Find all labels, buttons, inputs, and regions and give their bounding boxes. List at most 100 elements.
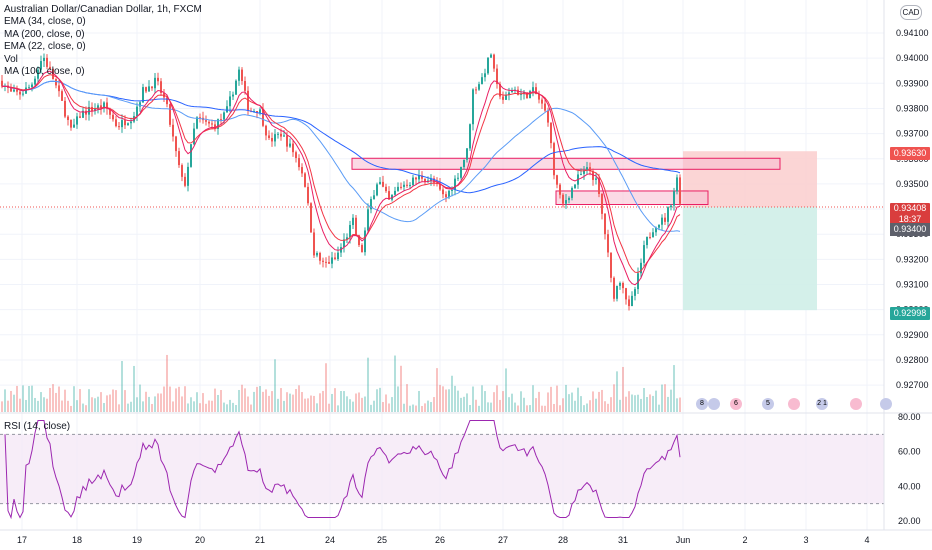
volume-bar [67, 400, 69, 412]
candle-body [328, 262, 330, 264]
volume-bar [421, 405, 423, 412]
candle-body [511, 90, 513, 93]
rsi-legend[interactable]: RSI (14, close) [4, 421, 71, 432]
legend-ema22[interactable]: EMA (22, close, 0) [4, 41, 86, 53]
event-icon[interactable]: 8 [696, 398, 708, 410]
legend-ema34[interactable]: EMA (34, close, 0) [4, 16, 86, 28]
candle-body [31, 84, 33, 88]
volume-bar [511, 393, 513, 412]
volume-bar [382, 402, 384, 412]
volume-bar [301, 392, 303, 412]
rsi-tick-label: 60.00 [898, 447, 921, 457]
volume-bar [211, 400, 213, 412]
volume-bar [631, 394, 633, 412]
flag-ca-icon[interactable]: 6 [730, 398, 742, 410]
volume-bar [250, 404, 252, 412]
volume-bar [409, 405, 411, 412]
volume-bar [118, 404, 120, 412]
volume-bar [217, 394, 219, 412]
candle-body [469, 124, 471, 149]
candle-body [265, 125, 267, 136]
flag-au-icon[interactable] [708, 398, 720, 410]
volume-bar [508, 397, 510, 412]
volume-bar [424, 403, 426, 412]
volume-bar [178, 386, 180, 412]
candles [1, 53, 681, 311]
volume-bar [676, 398, 678, 412]
volume-bar [277, 398, 279, 412]
candle-body [385, 186, 387, 192]
candle-body [598, 178, 600, 194]
volume-bar [94, 398, 96, 412]
volume-bar [55, 392, 57, 412]
candle-body [289, 143, 291, 147]
candle-body [604, 213, 606, 235]
volume-bar [43, 397, 45, 412]
candle-body [463, 159, 465, 168]
candle-body [379, 181, 381, 185]
rsi-band [0, 434, 884, 504]
volume-bar [268, 395, 270, 412]
flag-au-icon[interactable]: 2 1 [816, 398, 828, 410]
flag-ca-icon[interactable] [788, 398, 800, 410]
volume-bar [637, 394, 639, 412]
volume-bar [628, 391, 630, 412]
volume-bar [523, 397, 525, 412]
candle-body [358, 235, 360, 246]
candle-body [568, 197, 570, 201]
volume-bar [31, 385, 33, 412]
candle-body [118, 126, 120, 128]
candle-body [496, 68, 498, 85]
volume-bar [487, 402, 489, 412]
volume-bar [457, 390, 459, 412]
volume-bar [121, 361, 123, 412]
legend-title[interactable]: Australian Dollar/Canadian Dollar, 1h, F… [4, 4, 202, 15]
volume-bar [658, 404, 660, 412]
candle-body [571, 187, 573, 198]
y-tick-label: 0.93100 [896, 280, 929, 290]
volume-bar [472, 386, 474, 412]
candle-body [499, 84, 501, 97]
volume-bar [427, 400, 429, 412]
volume-bar [127, 403, 129, 412]
candle-body [70, 120, 72, 128]
flag-au-icon[interactable] [880, 398, 892, 410]
candle-body [415, 177, 417, 180]
legend-ma100[interactable]: MA (100, close, 0) [4, 66, 85, 78]
candle-body [232, 94, 234, 97]
candle-body [652, 232, 654, 238]
x-tick-label: Jun [676, 535, 691, 545]
candle-body [217, 119, 219, 129]
candle-body [373, 195, 375, 200]
volume-bar [85, 405, 87, 412]
volume-bar [625, 396, 627, 412]
candle-body [13, 89, 15, 92]
volume-bar [418, 390, 420, 412]
legend-vol[interactable]: Vol [4, 53, 18, 65]
resistance-zone [351, 157, 781, 170]
candle-body [145, 87, 147, 92]
volume-bar [148, 396, 150, 412]
candle-body [673, 191, 675, 206]
volume-bar [412, 404, 414, 412]
flag-au-icon[interactable]: 5 [762, 398, 774, 410]
volume-bar [100, 392, 102, 412]
candle-body [595, 178, 597, 180]
candle-body [601, 193, 603, 214]
volume-bar [592, 391, 594, 412]
candle-body [544, 103, 546, 111]
volume-bar [181, 396, 183, 412]
volume-bar [517, 405, 519, 412]
candle-body [112, 114, 114, 120]
flag-ca-icon[interactable] [850, 398, 862, 410]
volume-bar [151, 403, 153, 412]
volume-bar [139, 384, 141, 412]
volume-bar [310, 395, 312, 412]
candle-body [154, 77, 156, 89]
currency-button[interactable]: CAD [900, 5, 922, 20]
candle-body [484, 73, 486, 78]
candle-body [508, 92, 510, 96]
legend-ma200[interactable]: MA (200, close, 0) [4, 28, 85, 40]
x-tick-label: 31 [618, 535, 628, 545]
